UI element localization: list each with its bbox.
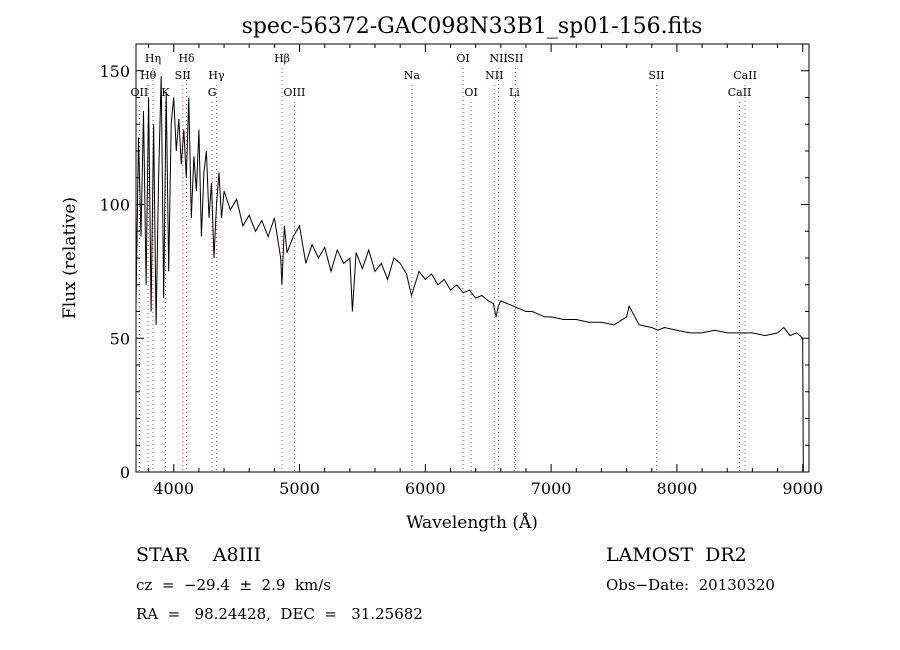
sky-coordinates: RA = 98.24428, DEC = 31.25682 [136, 605, 423, 623]
x-tick-label-8000: 8000 [657, 479, 698, 498]
line-label-9: OIII [283, 86, 305, 99]
y-tick-label-100: 100 [99, 196, 130, 215]
line-label-12: OI [464, 86, 477, 99]
x-tick-label-9000: 9000 [782, 479, 823, 498]
line-label-2: OII [131, 86, 149, 99]
line-label-17: SII [648, 69, 664, 82]
y-tick-label-0: 0 [120, 463, 130, 482]
line-label-18: CaII [733, 69, 757, 82]
line-label-19: CaII [728, 86, 752, 99]
spectral-line-markers [138, 68, 746, 472]
x-axis-label: Wavelength (Å) [406, 512, 538, 533]
line-label-8: Hβ [274, 52, 290, 65]
x-tick-label-7000: 7000 [531, 479, 572, 498]
line-label-6: Hγ [208, 69, 225, 82]
line-label-10: Na [404, 69, 421, 82]
spectrum-series-line [135, 76, 804, 473]
redshift-velocity: cz = −29.4 ± 2.9 km/s [136, 576, 331, 594]
y-axis-ticks: 0 50 100 150 [99, 43, 809, 482]
line-label-4: Hδ [178, 52, 195, 65]
line-label-1: Hθ [140, 69, 157, 82]
object-class: STAR A8III [136, 544, 261, 566]
chart-title: spec-56372-GAC098N33B1_sp01-156.fits [242, 14, 703, 39]
observation-date: Obs−Date: 20130320 [606, 576, 775, 594]
line-label-7: G [208, 86, 217, 99]
y-tick-label-50: 50 [110, 329, 130, 348]
y-tick-label-150: 150 [99, 62, 130, 81]
x-axis-ticks: 4000 5000 6000 7000 8000 9000 [148, 44, 823, 498]
line-label-13: NII [490, 52, 508, 65]
x-tick-label-4000: 4000 [153, 479, 194, 498]
plot-frame [135, 43, 810, 473]
survey-name: LAMOST DR2 [606, 544, 747, 566]
line-label-11: OI [456, 52, 469, 65]
x-tick-label-5000: 5000 [279, 479, 320, 498]
x-tick-label-6000: 6000 [405, 479, 446, 498]
line-label-14: SII [507, 52, 523, 65]
line-label-16: Li [509, 86, 520, 99]
line-label-5: SII [175, 69, 191, 82]
line-label-0: Hη [145, 52, 161, 65]
line-label-15: NII [485, 69, 503, 82]
y-axis-label: Flux (relative) [60, 197, 80, 319]
